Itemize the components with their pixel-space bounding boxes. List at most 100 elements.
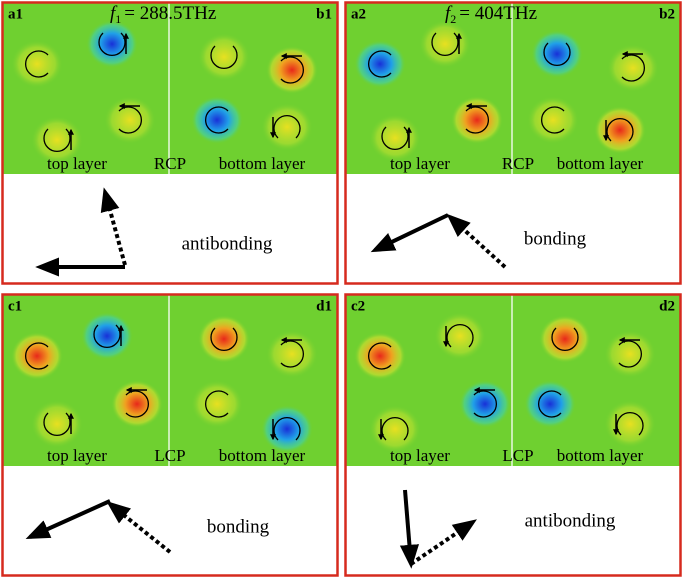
field-hotspot <box>419 20 471 68</box>
split-ring <box>606 118 634 142</box>
split-ring <box>543 42 571 66</box>
mode-label: bonding <box>524 228 587 249</box>
split-ring <box>25 50 49 78</box>
split-ring <box>205 390 229 418</box>
field-hotspot <box>111 380 163 428</box>
split-ring <box>25 342 49 370</box>
field-hotspot <box>261 405 313 453</box>
split-ring <box>431 32 459 56</box>
split-ring <box>118 106 142 134</box>
split-ring <box>381 126 409 150</box>
panel-border <box>1 1 339 285</box>
field-hotspot <box>594 106 646 154</box>
split-ring <box>465 106 489 134</box>
panel-label: b1 <box>316 6 332 22</box>
field-hotspot <box>11 40 63 88</box>
split-ring <box>551 327 579 351</box>
split-ring <box>210 327 238 351</box>
symbol: f <box>110 3 118 24</box>
field-hotspot <box>524 380 576 428</box>
field-hotspot <box>31 400 83 448</box>
caption: bottom layer <box>219 154 306 173</box>
field-hotspot <box>191 96 243 144</box>
mode-label: antibonding <box>182 233 273 254</box>
split-ring <box>280 340 304 368</box>
field-hotspot <box>31 116 83 164</box>
split-ring <box>621 54 645 82</box>
polarization: LCP <box>154 446 185 465</box>
split-ring <box>473 390 497 418</box>
split-ring <box>43 128 71 152</box>
mode-label: antibonding <box>525 510 616 531</box>
panel-label: a1 <box>8 6 23 22</box>
solid-arrow <box>399 489 420 569</box>
split-ring <box>280 56 304 84</box>
field-hotspot <box>198 33 250 81</box>
split-ring <box>618 340 642 368</box>
panel-label: a2 <box>351 6 366 22</box>
panel-border <box>344 1 682 285</box>
field-hotspot <box>434 312 486 360</box>
polarization: RCP <box>502 154 534 173</box>
solid-arrow <box>25 499 111 539</box>
dashed-arrow <box>446 213 507 269</box>
field-hotspot <box>604 400 656 448</box>
field-hotspot <box>451 96 503 144</box>
split-ring <box>43 412 71 436</box>
caption: top layer <box>390 154 450 173</box>
caption: bottom layer <box>557 446 644 465</box>
field-hotspot <box>531 30 583 78</box>
subscript: 1 <box>115 12 121 26</box>
field-hotspot <box>86 20 138 68</box>
caption: top layer <box>47 446 107 465</box>
field-hotspot <box>11 332 63 380</box>
dashed-arrow <box>409 519 477 566</box>
field-hotspot <box>604 330 656 378</box>
panel: a1 b1 top layer RCP bottom layer antibonding f… <box>1 1 339 285</box>
field-hotspot <box>266 46 318 94</box>
dashed-arrow <box>100 187 127 266</box>
split-ring <box>446 324 474 348</box>
caption: top layer <box>390 446 450 465</box>
split-ring <box>273 115 301 139</box>
split-ring <box>368 342 392 370</box>
frequency-label: f2 = 404THz <box>445 3 537 25</box>
caption: bottom layer <box>219 446 306 465</box>
field-hotspot <box>354 332 406 380</box>
panel: a2 b2 top layer RCP bottom layer bonding f2 = 4… <box>344 1 682 285</box>
split-ring <box>273 417 301 441</box>
field-hotspot <box>104 96 156 144</box>
caption: top layer <box>47 154 107 173</box>
split-ring <box>98 32 126 56</box>
polarization: LCP <box>502 446 533 465</box>
caption: bottom layer <box>557 154 644 173</box>
field-hotspot <box>198 315 250 363</box>
panel: c1 d1 top layer LCP bottom layer bonding <box>1 293 339 577</box>
field-hotspot <box>369 405 421 453</box>
polarization: RCP <box>154 154 186 173</box>
panel-border <box>344 293 682 577</box>
panel-label: d2 <box>659 298 675 314</box>
panel: c2 d2 top layer LCP bottom layer antibonding <box>344 293 682 577</box>
mode-label: bonding <box>207 516 270 537</box>
solid-arrow <box>370 213 449 253</box>
split-ring <box>210 45 238 69</box>
field-hotspot <box>607 44 659 92</box>
split-ring <box>538 390 562 418</box>
split-ring <box>93 324 121 348</box>
panel-label: b2 <box>659 6 675 22</box>
field-hotspot <box>81 312 133 360</box>
field-hotspot <box>459 380 511 428</box>
panel-label: c2 <box>351 298 365 314</box>
panel-border <box>1 293 339 577</box>
field-hotspot <box>369 114 421 162</box>
value: = 288.5THz <box>124 3 216 24</box>
split-ring <box>125 390 149 418</box>
split-ring <box>541 106 565 134</box>
field-hotspot <box>527 96 579 144</box>
panel-label: c1 <box>8 298 22 314</box>
split-ring <box>368 50 392 78</box>
field-hotspot <box>539 315 591 363</box>
subscript: 2 <box>450 12 456 26</box>
